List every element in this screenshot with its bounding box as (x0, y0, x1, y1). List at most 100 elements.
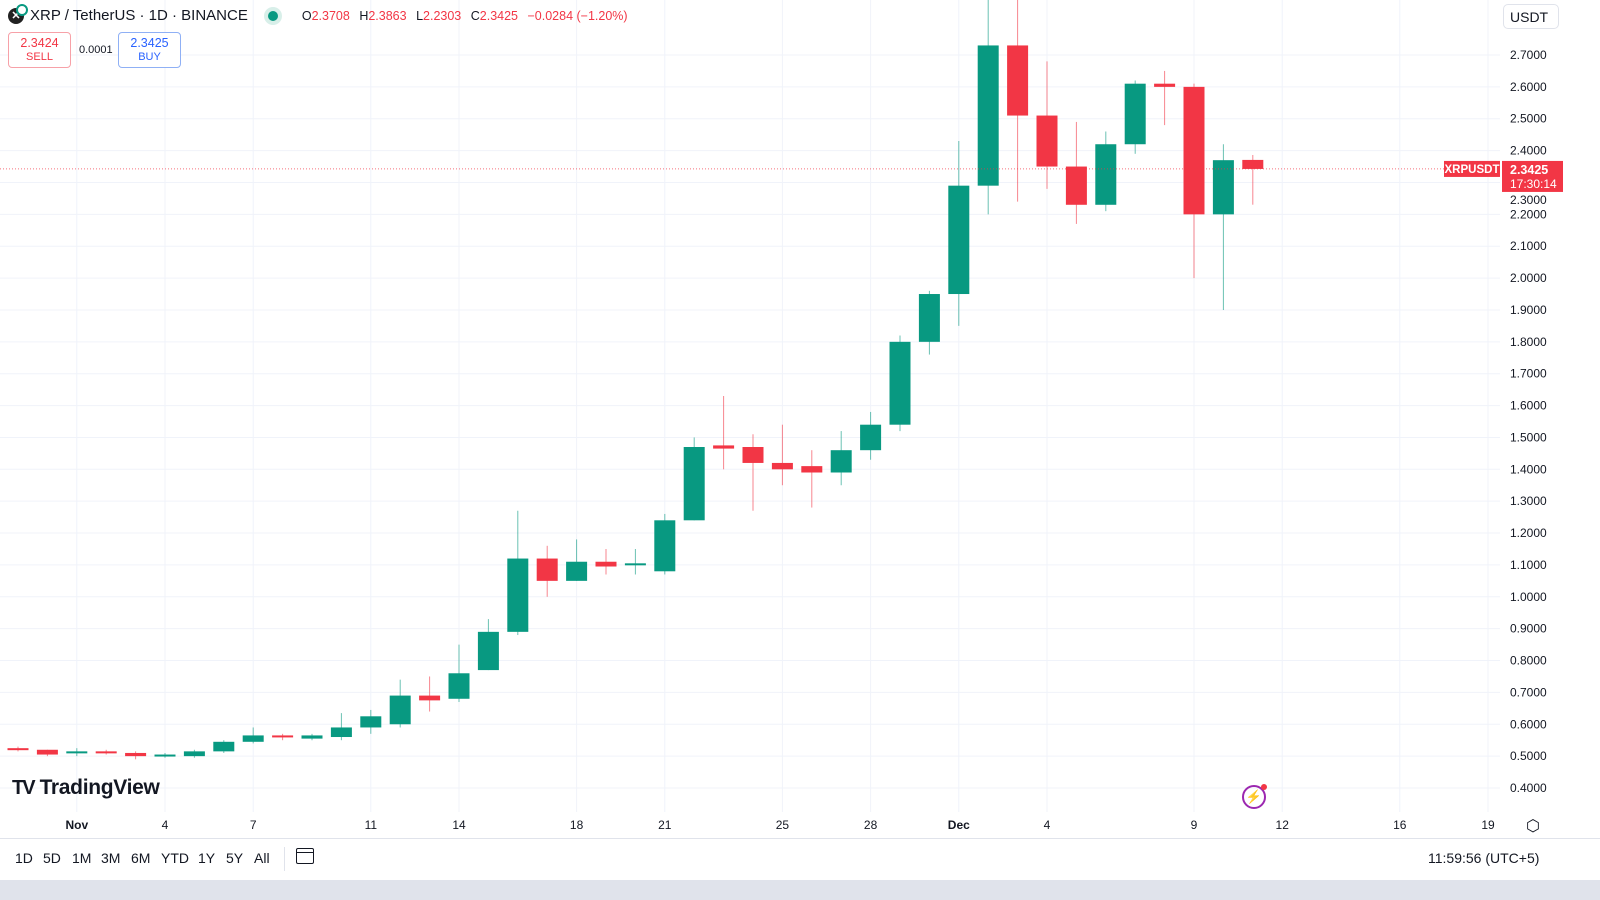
candle-body (1242, 159, 1264, 169)
range-5y-button[interactable]: 5Y (226, 850, 244, 866)
y-tick-label: 1.7000 (1510, 367, 1547, 381)
sell-price: 2.3424 (20, 36, 59, 50)
candle-body (477, 631, 499, 671)
settings-hex-icon[interactable]: ⬡ (1526, 818, 1540, 835)
symbol-tag-label: XRPUSDT (1445, 164, 1500, 176)
x-tick-label: 16 (1393, 818, 1407, 832)
xrp-logo-icon: ✕ (8, 3, 28, 24)
y-tick-label: 2.1000 (1510, 239, 1547, 253)
range-1m-button[interactable]: 1M (72, 850, 92, 866)
buy-label: BUY (138, 51, 161, 63)
candle-body (66, 751, 88, 754)
range-all-button[interactable]: All (254, 850, 270, 866)
y-tick-label: 2.6000 (1510, 80, 1547, 94)
candle-body (1065, 166, 1087, 205)
y-tick-label: 1.8000 (1510, 335, 1547, 349)
range-6m-button[interactable]: 6M (131, 850, 151, 866)
candle-body (771, 462, 793, 470)
sell-button[interactable]: 2.3424 SELL (8, 32, 71, 68)
x-tick-label: 4 (1044, 818, 1051, 832)
candle-body (1036, 115, 1058, 167)
candle-body (830, 450, 852, 473)
bar-countdown-label: 17:30:14 (1510, 177, 1557, 191)
open-value: 2.3708 (311, 8, 350, 23)
candle-body (1007, 45, 1029, 116)
last-price-label: 2.3425 (1510, 163, 1548, 177)
x-tick-label: Nov (65, 818, 88, 832)
candle-body (624, 563, 646, 566)
candle-body (95, 751, 117, 754)
y-tick-label: 1.5000 (1510, 430, 1547, 444)
y-tick-label: 0.8000 (1510, 654, 1547, 668)
candle-body (889, 341, 911, 425)
range-1y-button[interactable]: 1Y (198, 850, 216, 866)
candle-body (566, 561, 588, 581)
spread-value: 0.0001 (79, 44, 113, 56)
currency-selector[interactable]: USDT (1503, 4, 1559, 29)
change-value: −0.0284 (−1.20%) (527, 8, 628, 23)
x-tick-label: 4 (162, 818, 169, 832)
candle-body (213, 741, 235, 752)
candle-body (419, 695, 441, 701)
y-tick-label: 0.6000 (1510, 717, 1547, 731)
y-tick-label: 0.4000 (1510, 781, 1547, 795)
range-ytd-button[interactable]: YTD (161, 850, 189, 866)
high-label: H (359, 8, 369, 23)
last-price-tag (1502, 160, 1563, 192)
y-tick-label: 1.0000 (1510, 590, 1547, 604)
candle-body (242, 735, 264, 742)
x-tick-label: Dec (948, 818, 970, 832)
candle-body (154, 754, 176, 757)
tradingview-mark-icon: TV (12, 776, 36, 799)
candle-body (183, 751, 205, 757)
candle-body (1095, 144, 1117, 205)
bottom-strip (0, 880, 1600, 900)
y-tick-label: 0.5000 (1510, 749, 1547, 763)
x-tick-label: 28 (864, 818, 878, 832)
symbol-title[interactable]: XRP / TetherUS · 1D · BINANCE (30, 7, 248, 24)
x-tick-label: 14 (452, 818, 466, 832)
lightning-icon[interactable]: ⚡ (1242, 784, 1267, 809)
y-tick-label: 1.3000 (1510, 494, 1547, 508)
y-tick-label: 2.0000 (1510, 271, 1547, 285)
x-tick-label: 19 (1481, 818, 1495, 832)
candle-body (801, 466, 823, 473)
range-5d-button[interactable]: 5D (43, 850, 61, 866)
candle-body (301, 735, 323, 739)
y-tick-label: 2.7000 (1510, 48, 1547, 62)
candle-body (330, 727, 352, 738)
range-3m-button[interactable]: 3M (101, 850, 121, 866)
y-tick-label: 0.9000 (1510, 622, 1547, 636)
candle-body (918, 294, 940, 342)
y-tick-label: 1.9000 (1510, 303, 1547, 317)
candle-body (713, 445, 735, 449)
x-tick-label: 21 (658, 818, 672, 832)
candle-body (977, 45, 999, 186)
buy-button[interactable]: 2.3425 BUY (118, 32, 181, 68)
y-tick-label: 2.4000 (1510, 144, 1547, 158)
candle-body (536, 558, 558, 581)
candle-body (389, 695, 411, 725)
tradingview-wordmark: TradingView (39, 776, 160, 799)
buy-price: 2.3425 (130, 36, 169, 50)
close-value: 2.3425 (479, 8, 518, 23)
y-tick-label: 1.6000 (1510, 399, 1547, 413)
candle-body (1124, 83, 1146, 145)
x-tick-label: 12 (1276, 818, 1290, 832)
candle-body (860, 424, 882, 451)
candle-body (742, 447, 764, 463)
calendar-goto-icon[interactable] (296, 848, 314, 864)
candle-body (36, 749, 58, 755)
x-tick-label: 11 (365, 818, 378, 832)
market-status-icon[interactable] (267, 10, 278, 21)
candle-body (948, 185, 970, 295)
sell-label: SELL (26, 51, 53, 63)
clock-timezone[interactable]: 11:59:56 (UTC+5) (1428, 850, 1540, 866)
open-label: O (301, 8, 312, 23)
candle-body (1183, 86, 1205, 215)
candle-body (448, 673, 470, 699)
bottom-toolbar: 1D 5D 1M 3M 6M YTD 1Y 5Y All 11:59:56 (U… (0, 838, 1600, 881)
range-1d-button[interactable]: 1D (15, 850, 33, 866)
tradingview-logo[interactable]: TV TradingView (12, 776, 160, 800)
